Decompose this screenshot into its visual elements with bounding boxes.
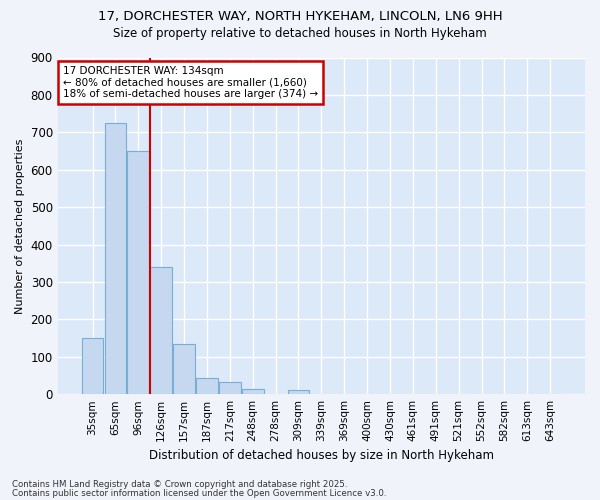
Bar [219, 382, 241, 394]
Text: 17, DORCHESTER WAY, NORTH HYKEHAM, LINCOLN, LN6 9HH: 17, DORCHESTER WAY, NORTH HYKEHAM, LINCO… [98, 10, 502, 23]
Bar [287, 390, 310, 394]
Text: 17 DORCHESTER WAY: 134sqm
← 80% of detached houses are smaller (1,660)
18% of se: 17 DORCHESTER WAY: 134sqm ← 80% of detac… [63, 66, 318, 99]
Bar [242, 390, 263, 394]
Text: Contains HM Land Registry data © Crown copyright and database right 2025.: Contains HM Land Registry data © Crown c… [12, 480, 347, 489]
X-axis label: Distribution of detached houses by size in North Hykeham: Distribution of detached houses by size … [149, 450, 494, 462]
Bar [196, 378, 218, 394]
Bar [127, 151, 149, 394]
Bar [150, 267, 172, 394]
Y-axis label: Number of detached properties: Number of detached properties [15, 138, 25, 314]
Bar [173, 344, 195, 394]
Bar [104, 123, 126, 394]
Text: Size of property relative to detached houses in North Hykeham: Size of property relative to detached ho… [113, 28, 487, 40]
Text: Contains public sector information licensed under the Open Government Licence v3: Contains public sector information licen… [12, 488, 386, 498]
Bar [82, 338, 103, 394]
